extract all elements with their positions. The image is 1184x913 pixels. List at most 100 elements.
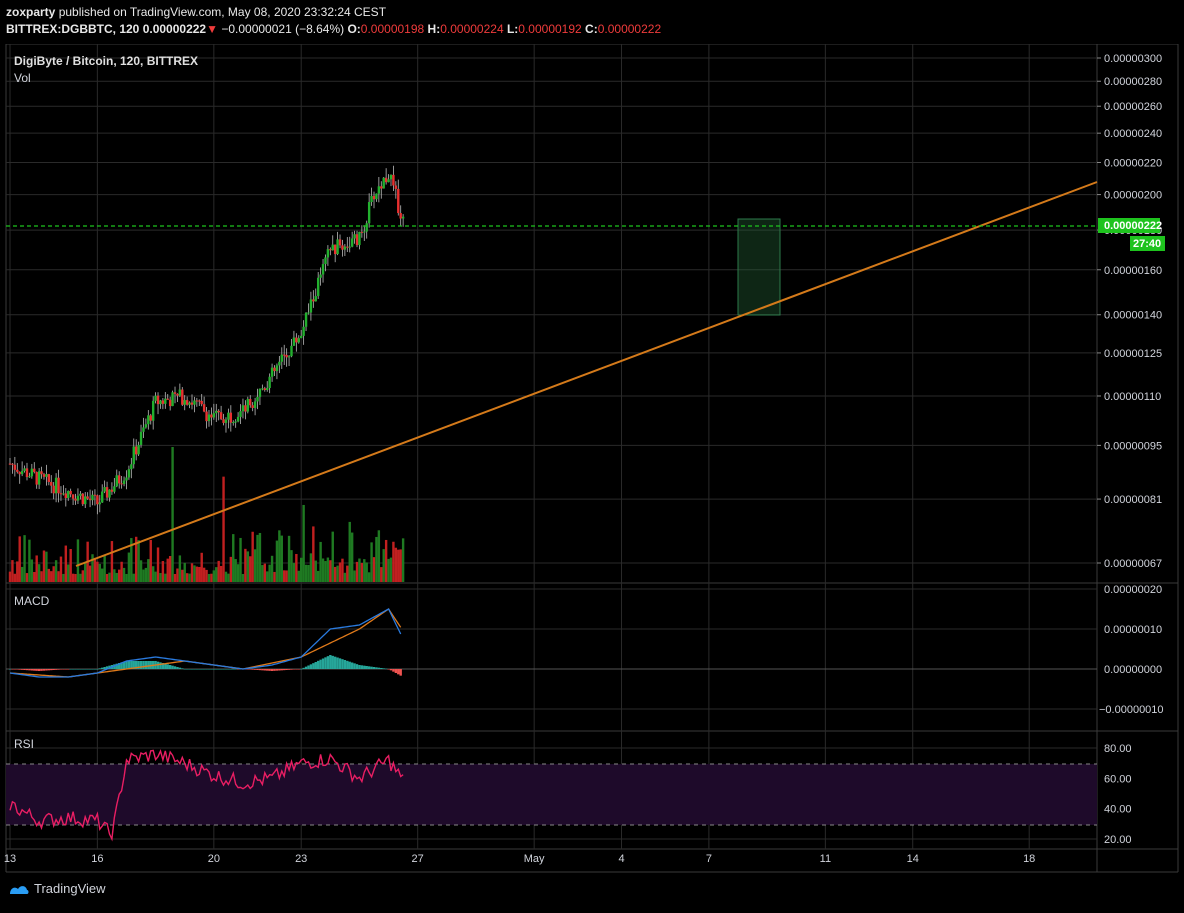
candle-body [101, 491, 104, 503]
candle-body [168, 399, 172, 407]
ohlc-line: BITTREX:DGBBTC, 120 0.00000222▼ −0.00000… [6, 22, 661, 36]
macd-hist-bar [161, 663, 165, 669]
volume-bar [35, 555, 38, 582]
footer-brand[interactable]: TradingView [8, 881, 106, 896]
highlight-box [737, 218, 781, 316]
candle-body [18, 471, 21, 475]
macd-hist-bar [205, 669, 208, 670]
volume-bar [45, 551, 48, 582]
macd-hist-bar [227, 669, 230, 670]
volume-bar [377, 530, 381, 582]
volume-bar [144, 567, 148, 582]
candle-body [69, 490, 72, 495]
macd-hist-bar [295, 669, 298, 670]
candle-body [79, 493, 82, 496]
macd-hist-bar [59, 669, 63, 670]
volume-bar [52, 566, 55, 582]
volume-bar [215, 567, 218, 582]
time-tick-label: 7 [706, 853, 712, 865]
candle-body [57, 477, 60, 494]
candle-body [258, 388, 262, 397]
candle-body [246, 399, 250, 412]
volume-bar [232, 534, 235, 582]
macd-hist-bar [84, 669, 87, 670]
candle-body [283, 354, 286, 356]
candle-body [355, 234, 359, 246]
candle-body [35, 472, 38, 485]
volume-bar [241, 573, 245, 582]
candle-body [88, 498, 92, 501]
candle-body [387, 179, 390, 183]
candle-body [215, 410, 218, 414]
candle-body [23, 468, 26, 471]
price-axis[interactable]: 0.00000300 0.00000280 0.00000260 0.00000240… [1097, 53, 1164, 846]
candle-body [67, 490, 70, 499]
author-name[interactable]: zoxparty [6, 5, 56, 19]
volume-bar [360, 562, 364, 582]
volume-bar [98, 563, 101, 582]
volume-bar [324, 561, 327, 582]
high-label: H: [427, 22, 441, 36]
candle-body [122, 480, 126, 484]
macd-hist-bar [331, 655, 334, 669]
candle-body [331, 244, 334, 251]
candle-body [178, 389, 182, 396]
volume-bar [346, 565, 349, 582]
volume-bar [91, 554, 94, 582]
macd-hist-bar [236, 669, 240, 670]
volume-bar [195, 566, 199, 582]
macd-hist-bar [195, 669, 199, 670]
macd-hist-bar [20, 669, 24, 670]
chart-svg[interactable]: DigiByte / Bitcoin, 120, BITTREX Vol MAC… [0, 43, 1184, 908]
volume-bar [84, 562, 87, 582]
candle-body [151, 400, 155, 421]
macd-hist-bar [37, 669, 41, 671]
candle-body [185, 400, 189, 405]
volume-bar [105, 573, 109, 582]
volume-bar [253, 549, 257, 582]
volume-bar [382, 549, 385, 582]
macd-hist-bar [200, 669, 203, 670]
time-tick-label: 11 [820, 853, 831, 865]
price-tick-label: 0.00000200 [1104, 190, 1162, 202]
macd-hist-bar [384, 668, 388, 670]
volume-bar [40, 571, 43, 582]
rsi-line [9, 749, 404, 842]
macd-hist-bar [188, 669, 191, 670]
candle-body [278, 361, 281, 366]
candle-body [59, 493, 63, 495]
volume-bar [42, 550, 46, 582]
candle-body [261, 388, 264, 390]
volume-bar [321, 558, 325, 582]
volume-bar [212, 570, 216, 582]
grid-lines [6, 44, 1097, 849]
macd-hist-bar [166, 664, 169, 669]
volume-bar [331, 531, 334, 582]
macd-hist-bar [287, 669, 291, 670]
chart-area[interactable]: DigiByte / Bitcoin, 120, BITTREX Vol MAC… [0, 43, 1184, 908]
candle-body [52, 485, 55, 494]
volume-bar [358, 558, 361, 582]
volume-bar [173, 573, 177, 582]
candle-body [110, 489, 114, 492]
macd-hist-bar [350, 662, 354, 669]
macd-hist-bar [304, 666, 308, 669]
volume-bar [244, 548, 247, 582]
macd-hist-bar [253, 669, 257, 670]
volume-bar [210, 573, 213, 582]
macd-hist-bar [397, 669, 400, 675]
macd-hist-bar [365, 666, 368, 669]
macd-hist-bar [93, 669, 97, 670]
candle-body [399, 213, 402, 219]
macd-hist-bar [314, 662, 317, 669]
time-axis[interactable]: 13 16 20 23 27 May 4 7 11 14 18 [4, 853, 1035, 865]
candle-body [314, 296, 317, 302]
volume-bar [156, 547, 160, 582]
candle-body [20, 470, 24, 475]
volume-bar [353, 570, 356, 582]
candle-body [360, 231, 364, 233]
macd-hist-bar [280, 669, 283, 671]
macd-hist-bar [333, 656, 337, 669]
time-tick-label: 27 [412, 853, 424, 865]
candle-body [193, 400, 196, 405]
